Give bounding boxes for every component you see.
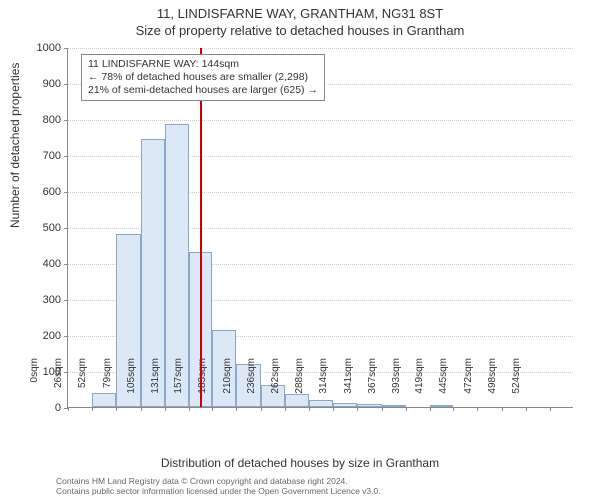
x-tick-label: 367sqm (367, 358, 378, 400)
x-tick-label: 79sqm (102, 358, 113, 400)
x-tick-label: 419sqm (414, 358, 425, 400)
y-tick-label: 0 (21, 402, 61, 414)
annotation-line3: 21% of semi-detached houses are larger (… (88, 84, 318, 97)
gridline (68, 48, 573, 49)
histogram-bar (309, 400, 333, 407)
x-tick-label: 131sqm (150, 358, 161, 400)
y-tick-label: 400 (21, 258, 61, 270)
x-tick-label: 314sqm (318, 358, 329, 400)
annotation-line2: ← 78% of detached houses are smaller (2,… (88, 71, 318, 84)
annotation-line1: 11 LINDISFARNE WAY: 144sqm (88, 58, 318, 71)
y-tick-label: 600 (21, 186, 61, 198)
x-tick-label: 445sqm (438, 358, 449, 400)
gridline (68, 120, 573, 121)
credit-text: Contains HM Land Registry data © Crown c… (56, 476, 381, 496)
x-tick-label: 26sqm (53, 358, 64, 400)
x-tick-label: 210sqm (222, 358, 233, 400)
y-tick-label: 900 (21, 78, 61, 90)
x-tick-label: 183sqm (197, 358, 208, 400)
y-tick-label: 700 (21, 150, 61, 162)
x-tick-label: 288sqm (294, 358, 305, 400)
histogram-bar (333, 403, 357, 407)
histogram-chart: 010020030040050060070080090010000sqm26sq… (67, 48, 573, 408)
histogram-bar (430, 405, 454, 407)
x-tick-label: 393sqm (391, 358, 402, 400)
x-axis-label: Distribution of detached houses by size … (0, 456, 600, 470)
y-tick-label: 500 (21, 222, 61, 234)
address-title: 11, LINDISFARNE WAY, GRANTHAM, NG31 8ST (0, 0, 600, 21)
x-tick-label: 52sqm (77, 358, 88, 400)
x-tick-label: 262sqm (270, 358, 281, 400)
reference-line (200, 48, 202, 407)
x-tick-label: 341sqm (343, 358, 354, 400)
x-tick-label: 157sqm (173, 358, 184, 400)
y-tick-label: 800 (21, 114, 61, 126)
x-tick-label: 105sqm (126, 358, 137, 400)
x-tick-label: 236sqm (246, 358, 257, 400)
x-tick-label: 498sqm (487, 358, 498, 400)
x-tick-label: 0sqm (29, 358, 40, 400)
histogram-bar (357, 404, 382, 407)
annotation-box: 11 LINDISFARNE WAY: 144sqm ← 78% of deta… (81, 54, 325, 101)
y-tick-label: 1000 (21, 42, 61, 54)
subtitle: Size of property relative to detached ho… (0, 21, 600, 38)
y-tick-label: 300 (21, 294, 61, 306)
y-tick-label: 200 (21, 330, 61, 342)
x-tick-label: 472sqm (463, 358, 474, 400)
histogram-bar (382, 405, 406, 407)
y-axis-label: Number of detached properties (8, 63, 22, 228)
x-tick-label: 524sqm (511, 358, 522, 400)
